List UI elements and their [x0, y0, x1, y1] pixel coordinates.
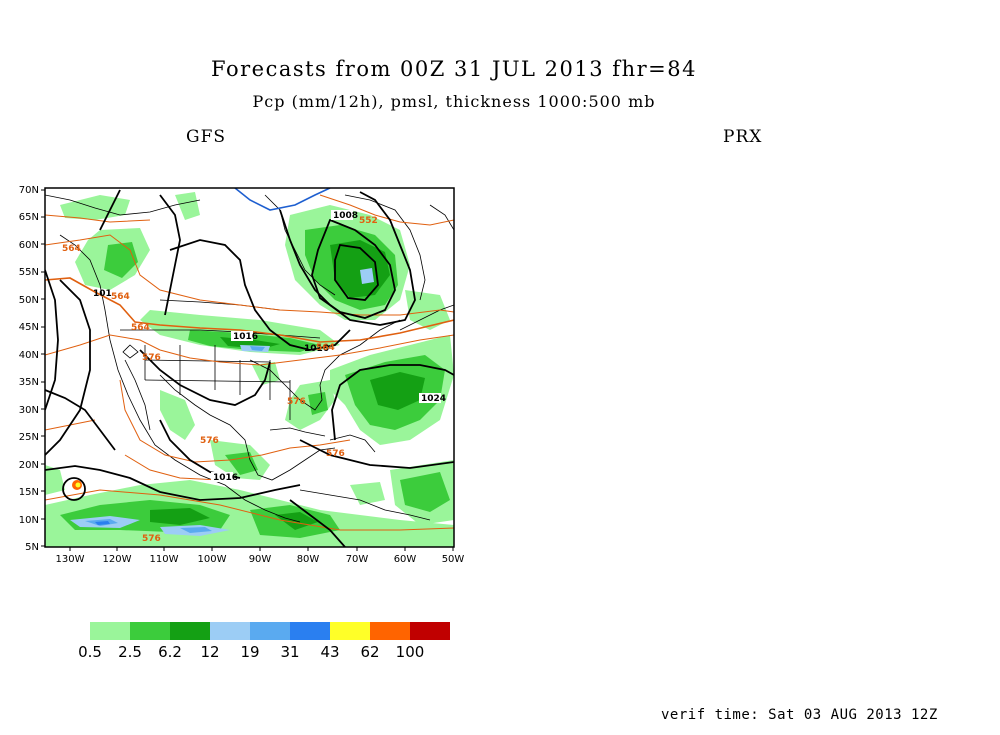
longitude-labels: 130W 120W 110W 100W 90W 80W 70W 60W 50W [56, 554, 465, 565]
legend-label-12: 12 [200, 643, 219, 661]
pressure-label-1008: 1008 [333, 211, 358, 221]
legend-label-19: 19 [240, 643, 259, 661]
thickness-label-564-a: 564 [62, 244, 81, 254]
pressure-label-1016-c: 1016 [304, 344, 329, 354]
lon-label-120w: 120W [103, 554, 132, 565]
thickness-label-564-d: 564 [316, 343, 335, 353]
chart-subtitle: Pcp (mm/12h), pmsl, thickness 1000:500 m… [252, 92, 656, 111]
latitude-axis [41, 189, 45, 547]
thickness-label-576-b: 576 [287, 397, 306, 407]
map-frame [44, 187, 455, 548]
thickness-label-564-b: 564 [111, 292, 130, 302]
legend-swatch-8 [370, 622, 410, 640]
lat-label-50n: 50N [19, 295, 39, 306]
longitude-axis [69, 547, 454, 551]
lat-label-55n: 55N [19, 267, 39, 278]
legend-label-6-2: 6.2 [158, 643, 182, 661]
thickness-label-564-c: 564 [131, 323, 150, 333]
lat-label-15n: 15N [19, 487, 39, 498]
lat-label-70n: 70N [19, 185, 39, 196]
lat-label-45n: 45N [19, 322, 39, 333]
lat-label-5n: 5N [25, 542, 39, 553]
pressure-label-1024: 1024 [421, 394, 446, 404]
thickness-label-552: 552 [359, 216, 378, 226]
thickness-label-576-c: 576 [200, 436, 219, 446]
thickness-contours [45, 194, 454, 531]
lon-label-130w: 130W [56, 554, 85, 565]
pressure-contours [45, 189, 454, 547]
thickness-contour-cold [234, 188, 331, 211]
legend-label-0-5: 0.5 [78, 643, 102, 661]
lat-label-10n: 10N [19, 515, 39, 526]
precip-shading [45, 192, 454, 547]
lat-label-40n: 40N [19, 350, 39, 361]
coastlines-borders [45, 194, 454, 523]
lat-label-30n: 30N [19, 405, 39, 416]
thickness-label-576-d: 576 [326, 449, 345, 459]
legend-label-62: 62 [360, 643, 379, 661]
legend-label-100: 100 [396, 643, 425, 661]
legend-swatch-5 [250, 622, 290, 640]
pressure-label-1016-b: 1016 [213, 473, 238, 483]
pressure-label-1016-a: 1016 [233, 332, 258, 342]
precip-legend: 0.5 2.5 6.2 12 19 31 43 62 100 [78, 622, 450, 661]
lat-label-35n: 35N [19, 377, 39, 388]
lat-label-60n: 60N [19, 240, 39, 251]
pressure-label-101: 101 [93, 289, 112, 299]
lon-label-100w: 100W [198, 554, 227, 565]
chart-title: Forecasts from 00Z 31 JUL 2013 fhr=84 [211, 57, 697, 81]
legend-swatch-1 [90, 622, 130, 640]
lat-label-20n: 20N [19, 460, 39, 471]
lat-label-65n: 65N [19, 212, 39, 223]
legend-label-43: 43 [320, 643, 339, 661]
contour-labels: 1008 1016 1016 1024 1016 101 564 564 564… [62, 210, 446, 544]
lon-label-80w: 80W [297, 554, 320, 565]
legend-swatch-3 [170, 622, 210, 640]
lon-label-90w: 90W [249, 554, 272, 565]
thickness-label-576-a: 576 [142, 353, 161, 363]
legend-label-2-5: 2.5 [118, 643, 142, 661]
legend-swatch-6 [290, 622, 330, 640]
legend-label-31: 31 [280, 643, 299, 661]
legend-swatch-4 [210, 622, 250, 640]
lon-label-70w: 70W [346, 554, 369, 565]
thickness-label-576-e: 576 [142, 534, 161, 544]
lon-label-60w: 60W [394, 554, 417, 565]
legend-swatch-7 [330, 622, 370, 640]
map-plot-area: 1008 1016 1016 1024 1016 101 564 564 564… [45, 188, 454, 547]
verif-time: verif time: Sat 03 AUG 2013 12Z [661, 707, 938, 723]
lon-label-110w: 110W [150, 554, 179, 565]
lon-label-50w: 50W [442, 554, 465, 565]
legend-swatch-2 [130, 622, 170, 640]
lat-label-25n: 25N [19, 432, 39, 443]
latitude-labels: 70N 65N 60N 55N 50N 45N 40N 35N 30N 25N … [19, 185, 39, 553]
model-label-prx: PRX [723, 127, 763, 147]
legend-swatch-9 [410, 622, 450, 640]
model-label-gfs: GFS [186, 127, 227, 147]
